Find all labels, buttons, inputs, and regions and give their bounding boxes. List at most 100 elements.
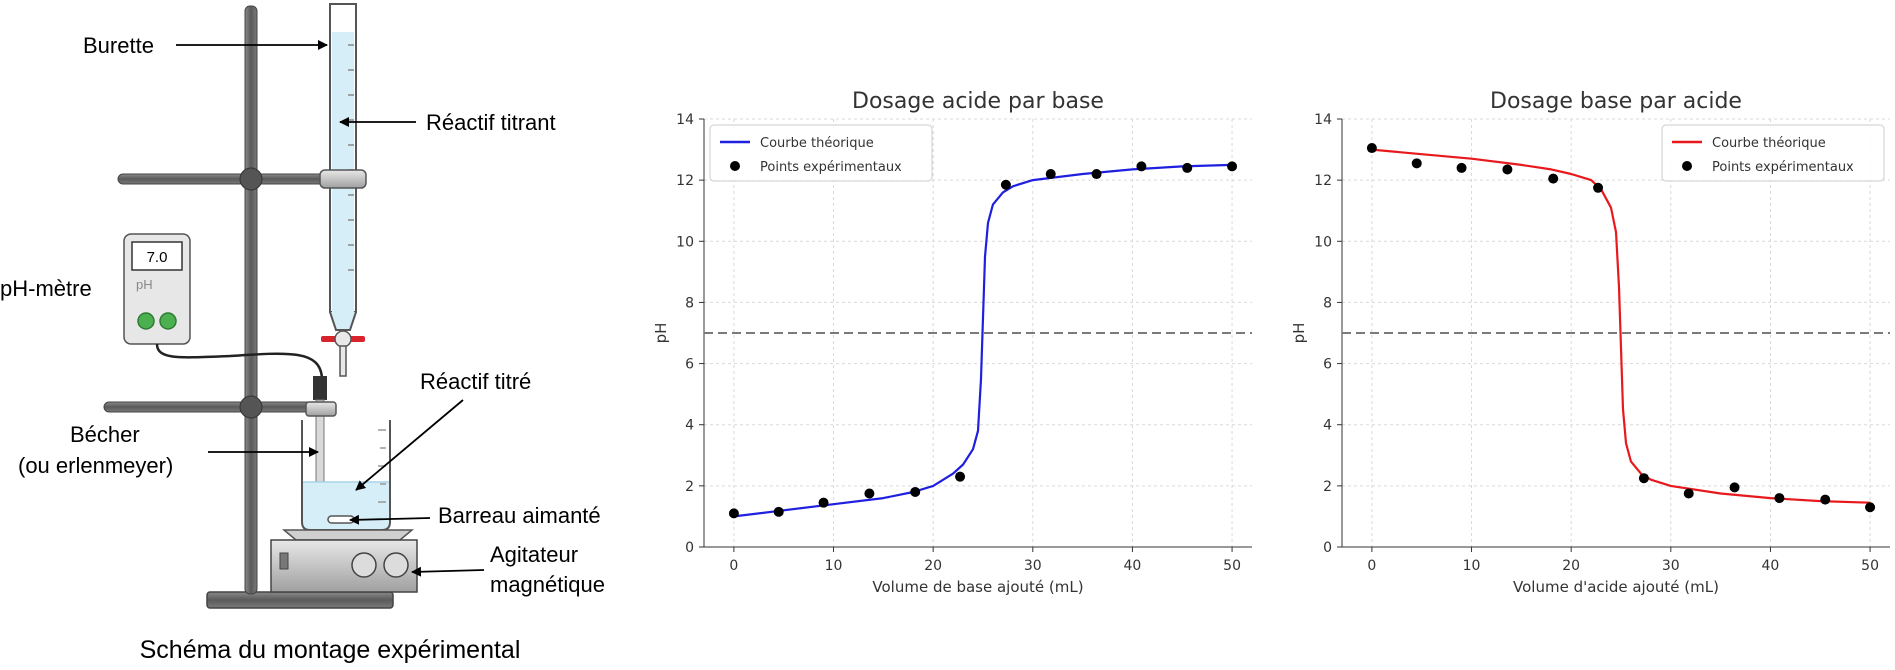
experimental-setup-diagram: 7.0 pH [0,3,605,664]
data-point-experimental [1136,161,1147,172]
chart-title: Dosage base par acide [1490,89,1742,114]
ph-meter: 7.0 pH [123,233,324,379]
burette-tip [339,345,347,377]
data-point-experimental [1182,162,1193,173]
y-tick-label: 8 [1323,295,1332,311]
label-ph-metre: pH-mètre [0,276,92,301]
series-line-theoretical [1371,148,1871,504]
y-tick-label: 8 [685,295,694,311]
y-tick-label: 4 [1323,418,1332,434]
y-tick-label: 10 [676,234,694,250]
data-point-experimental [1456,162,1467,173]
x-tick-label: 10 [1463,558,1481,574]
data-point-experimental [864,488,875,499]
ph-meter-unit-label: pH [136,277,153,292]
data-point-experimental [1045,169,1056,180]
y-tick-label: 0 [1323,540,1332,556]
legend-label: Courbe théorique [1712,136,1826,151]
stand-rod [244,5,258,595]
x-tick-label: 10 [825,558,843,574]
data-point-experimental [955,471,966,482]
data-point-experimental [1638,473,1649,484]
label-burette: Burette [83,33,154,58]
legend-label: Points expérimentaux [1712,160,1854,175]
ph-meter-cable [155,343,324,379]
stirrer-knob [383,552,409,578]
y-tick-label: 14 [1314,112,1332,128]
legend: Courbe théorique Points expérimentaux [1661,124,1885,182]
series-line-theoretical [733,163,1233,518]
data-point-experimental [1366,143,1377,154]
data-point-experimental [1091,169,1102,180]
x-tick-label: 40 [1124,558,1142,574]
y-axis-label: pH [1290,323,1308,344]
x-tick-label: 30 [1024,558,1042,574]
label-agitateur-2: magnétique [490,572,605,597]
label-barreau-aimante: Barreau aimanté [438,503,601,528]
probe-head [313,376,327,400]
x-tick-label: 20 [1562,558,1580,574]
burette [319,3,367,377]
stirrer-switch [279,552,289,570]
ph-meter-display-value: 7.0 [147,249,168,266]
chart-title: Dosage acide par base [852,89,1104,114]
x-tick-label: 50 [1861,558,1879,574]
y-axis-label: pH [652,323,670,344]
data-point-experimental [1227,161,1238,172]
burette-graduations [348,44,354,271]
lower-clamp-arm [103,401,337,413]
magnetic-stirrer [270,529,418,593]
y-tick-label: 14 [676,112,694,128]
data-point-experimental [1683,488,1694,499]
lower-boss-head [239,395,263,419]
data-point-experimental [773,506,784,517]
y-tick-label: 0 [685,540,694,556]
x-tick-label: 30 [1662,558,1680,574]
data-point-experimental [1000,179,1011,190]
legend-box [1661,124,1885,182]
label-reactif-titre: Réactif titré [420,369,531,394]
x-tick-label: 50 [1223,558,1241,574]
y-tick-label: 12 [676,173,694,189]
data-point-experimental [1774,493,1785,504]
stirrer-top-plate [281,529,415,541]
y-tick-label: 12 [1314,173,1332,189]
stand-base [206,591,394,609]
chart-base-by-acid: 0 10 20 30 40 50 0 2 4 6 8 10 12 14 Dosage base par ac… [1290,89,1890,596]
y-tick-label: 6 [1323,357,1332,373]
legend-swatch-marker [1682,161,1692,171]
setup-caption: Schéma du montage expérimental [140,636,521,664]
y-tick-label: 4 [685,418,694,434]
data-point-experimental [1502,164,1513,175]
legend-swatch-marker [730,161,740,171]
data-point-experimental [1729,482,1740,493]
ph-meter-button [159,312,177,330]
data-point-experimental [1548,173,1559,184]
legend-label: Points expérimentaux [760,160,902,175]
label-becher-alt: (ou erlenmeyer) [18,453,173,478]
y-tick-label: 10 [1314,234,1332,250]
x-tick-label: 0 [729,558,738,574]
legend: Courbe théorique Points expérimentaux [709,124,933,182]
label-reactif-titrant: Réactif titrant [426,110,556,135]
data-point-experimental [910,486,921,497]
ph-meter-display [131,241,183,271]
burette-taper [329,311,357,331]
data-point-experimental [1411,158,1422,169]
probe-clamp [305,401,337,417]
data-point-experimental [1820,494,1831,505]
burette-clamp [319,169,367,189]
label-agitateur: Agitateur [490,542,578,567]
data-point-experimental [1865,502,1876,513]
stirrer-knob [351,552,377,578]
data-point-experimental [818,497,829,508]
x-tick-label: 20 [924,558,942,574]
legend-label: Courbe théorique [760,136,874,151]
y-tick-label: 2 [1323,479,1332,495]
chart-acid-by-base: 0 10 20 30 40 50 0 2 4 6 8 10 12 14 Dosage acide par b… [652,89,1252,596]
arrow-agitateur [411,566,485,577]
y-tick-label: 6 [685,357,694,373]
arrow-barreau-aimante [349,514,431,525]
x-tick-label: 40 [1762,558,1780,574]
